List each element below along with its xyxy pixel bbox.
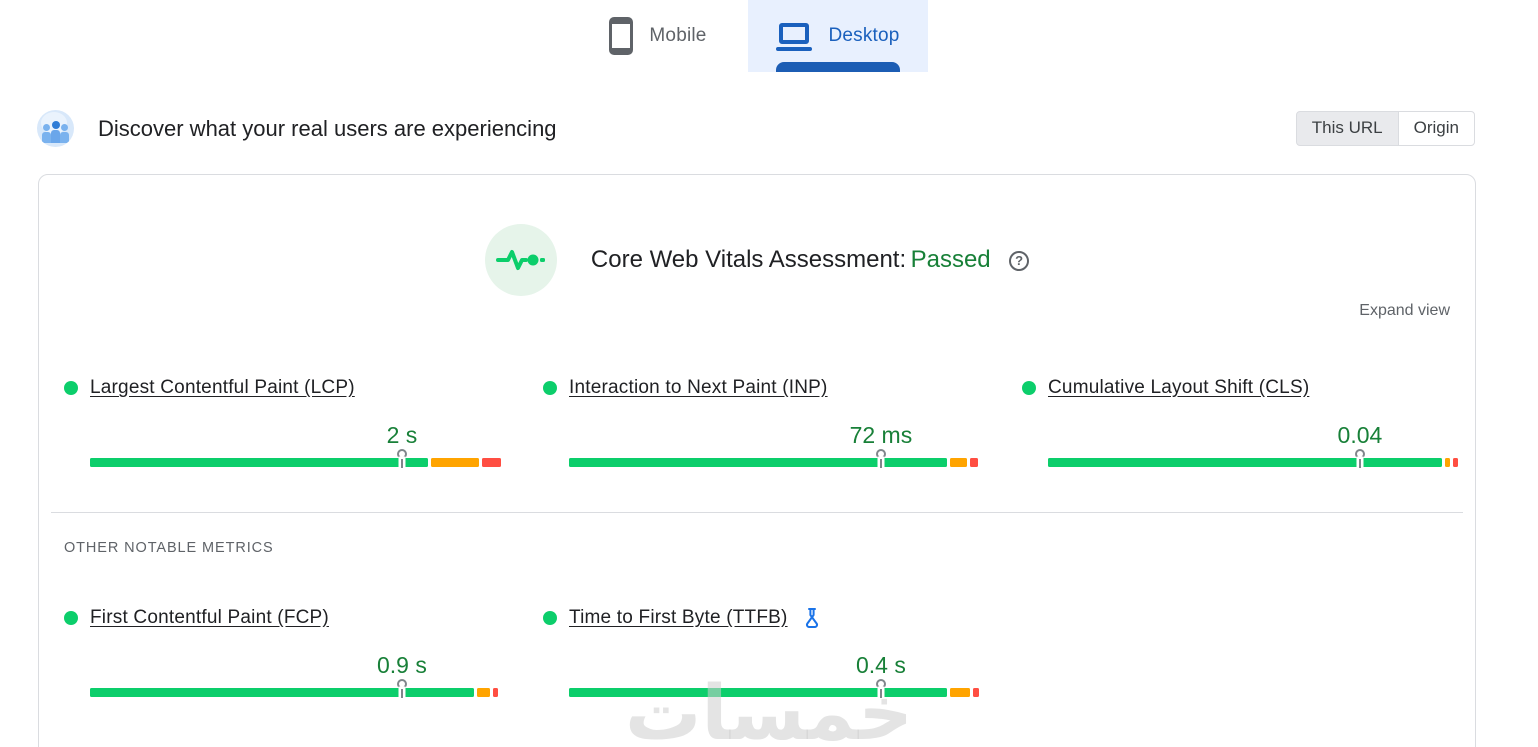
- p75-marker: [875, 679, 886, 698]
- ttfb-distribution-bar: [569, 679, 986, 698]
- cls-value: 0.04: [1337, 422, 1383, 448]
- inp-status-dot: [543, 381, 557, 395]
- cwv-assessment-title: Core Web Vitals Assessment:: [590, 246, 907, 273]
- field-data-title: Discover what your real users are experi…: [98, 115, 557, 141]
- metric-ttfb: Time to First Byte (TTFB) 0.4 s: [543, 606, 986, 698]
- real-users-icon: [37, 110, 74, 147]
- metric-lcp: Largest Contentful Paint (LCP) 2 s: [64, 376, 507, 468]
- metric-inp: Interaction to Next Paint (INP) 72 ms: [543, 376, 986, 468]
- tab-desktop-label: Desktop: [828, 25, 900, 46]
- experimental-flask-icon[interactable]: [802, 607, 822, 629]
- tab-mobile-label: Mobile: [649, 25, 707, 46]
- fcp-link[interactable]: First Contentful Paint (FCP): [90, 607, 329, 628]
- active-tab-indicator: [776, 62, 900, 72]
- cls-status-dot: [1022, 381, 1036, 395]
- other-metrics-row: First Contentful Paint (FCP) 0.9 s Time …: [64, 606, 1465, 698]
- fcp-status-dot: [64, 611, 78, 625]
- lcp-status-dot: [64, 381, 78, 395]
- field-data-header: Discover what your real users are experi…: [37, 110, 557, 147]
- inp-link[interactable]: Interaction to Next Paint (INP): [569, 377, 828, 398]
- pulse-icon: [484, 224, 557, 296]
- lcp-link[interactable]: Largest Contentful Paint (LCP): [90, 377, 355, 398]
- fcp-distribution-bar: [90, 679, 507, 698]
- p75-marker: [875, 449, 886, 468]
- core-metrics-row: Largest Contentful Paint (LCP) 2 s Inter…: [64, 376, 1465, 468]
- fcp-value: 0.9 s: [376, 652, 427, 678]
- desktop-laptop-icon: [776, 21, 813, 51]
- other-metrics-label: OTHER NOTABLE METRICS: [64, 540, 274, 556]
- metric-cls: Cumulative Layout Shift (CLS) 0.04: [1022, 376, 1465, 468]
- section-divider: [51, 512, 1463, 513]
- lcp-value: 2 s: [386, 422, 418, 448]
- lcp-distribution-bar: [90, 449, 507, 468]
- cwv-assessment-header: Core Web Vitals Assessment: Passed ?: [39, 224, 1475, 296]
- inp-distribution-bar: [569, 449, 986, 468]
- p75-marker: [1354, 449, 1365, 468]
- inp-value: 72 ms: [849, 422, 913, 448]
- origin-button[interactable]: Origin: [1397, 111, 1475, 146]
- p75-marker: [396, 679, 407, 698]
- tab-desktop[interactable]: Desktop: [748, 0, 928, 72]
- ttfb-link[interactable]: Time to First Byte (TTFB): [569, 607, 788, 628]
- core-web-vitals-card: Core Web Vitals Assessment: Passed ? Exp…: [38, 174, 1476, 747]
- ttfb-value: 0.4 s: [855, 652, 906, 678]
- mobile-phone-icon: [609, 17, 634, 55]
- help-icon[interactable]: ?: [1009, 250, 1030, 271]
- ttfb-status-dot: [543, 611, 557, 625]
- p75-marker: [396, 449, 407, 468]
- this-url-button[interactable]: This URL: [1295, 111, 1399, 146]
- cls-link[interactable]: Cumulative Layout Shift (CLS): [1048, 377, 1310, 398]
- expand-view-link[interactable]: Expand view: [1359, 302, 1450, 319]
- tab-mobile[interactable]: Mobile: [568, 0, 748, 72]
- metric-fcp: First Contentful Paint (FCP) 0.9 s: [64, 606, 507, 698]
- cwv-assessment-result: Passed: [910, 246, 991, 273]
- cls-distribution-bar: [1048, 449, 1465, 468]
- scope-toggle: This URL Origin: [1295, 111, 1475, 146]
- device-tabstrip: Mobile Desktop: [568, 0, 928, 72]
